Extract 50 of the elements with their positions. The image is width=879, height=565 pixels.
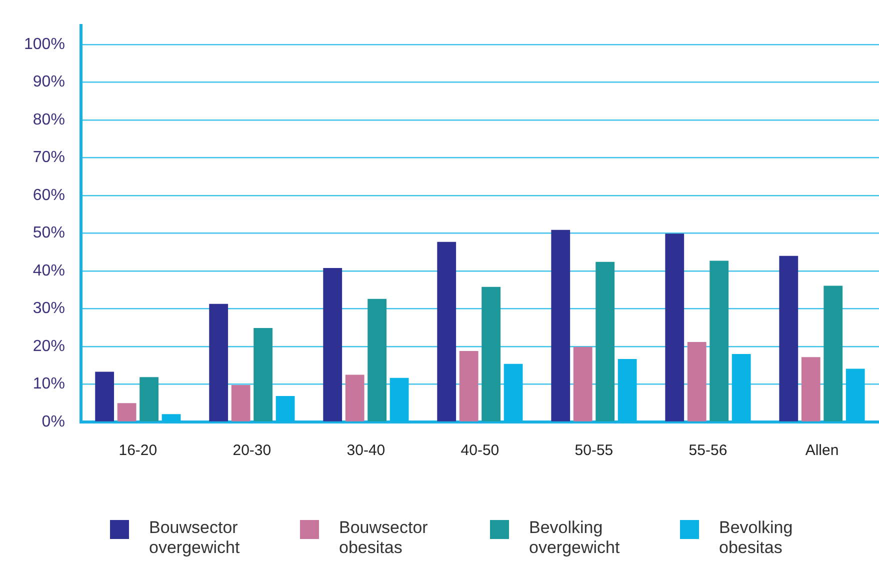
bar bbox=[254, 328, 273, 422]
y-tick-label: 60% bbox=[32, 186, 65, 204]
legend-label: Bevolking obesitas bbox=[719, 518, 794, 558]
bar bbox=[732, 354, 751, 422]
x-tick-label: 30-40 bbox=[346, 442, 386, 460]
bar bbox=[323, 268, 342, 422]
x-tick-label: 20-30 bbox=[232, 442, 272, 460]
y-tick-label: 30% bbox=[32, 300, 65, 318]
bar bbox=[140, 377, 158, 422]
y-tick-label: 10% bbox=[32, 376, 65, 393]
x-tick-label: Allen bbox=[805, 442, 839, 460]
bar bbox=[687, 342, 706, 422]
x-tick-label: 50-55 bbox=[574, 442, 614, 460]
y-tick-label: 90% bbox=[32, 74, 65, 91]
bar bbox=[779, 256, 798, 422]
legend-label: Bouwsector obesitas bbox=[339, 518, 429, 558]
bar bbox=[846, 368, 865, 422]
y-tick-label: 20% bbox=[32, 338, 65, 355]
bar bbox=[504, 364, 523, 422]
y-tick-label: 70% bbox=[32, 149, 65, 166]
y-tick-label: 50% bbox=[32, 224, 65, 242]
bar bbox=[618, 358, 637, 422]
bar bbox=[824, 286, 843, 422]
y-tick-label: 0% bbox=[42, 413, 65, 430]
y-tick-label: 100% bbox=[24, 36, 65, 53]
bar bbox=[95, 372, 114, 422]
x-tick-label: 40-50 bbox=[460, 442, 500, 460]
legend-label: Bouwsector overgewicht bbox=[149, 518, 241, 558]
bar bbox=[209, 304, 228, 422]
y-tick-label: 40% bbox=[32, 262, 65, 280]
legend-label: Bevolking overgewicht bbox=[529, 518, 621, 558]
bar bbox=[231, 385, 250, 422]
bar bbox=[390, 378, 409, 422]
bar bbox=[596, 262, 615, 422]
bar bbox=[459, 351, 478, 422]
bar bbox=[276, 396, 295, 422]
y-tick-label: 80% bbox=[32, 111, 65, 128]
x-tick-label: 55-56 bbox=[688, 442, 728, 460]
bar bbox=[368, 298, 387, 422]
bar bbox=[665, 234, 684, 422]
bar bbox=[437, 242, 456, 422]
bar bbox=[573, 346, 592, 422]
bar bbox=[162, 414, 181, 422]
bar bbox=[482, 286, 501, 422]
bar bbox=[710, 260, 729, 422]
bar bbox=[345, 374, 364, 422]
bar bbox=[801, 357, 820, 422]
bar bbox=[117, 403, 136, 422]
bar bbox=[551, 230, 570, 422]
x-tick-label: 16-20 bbox=[118, 442, 158, 460]
